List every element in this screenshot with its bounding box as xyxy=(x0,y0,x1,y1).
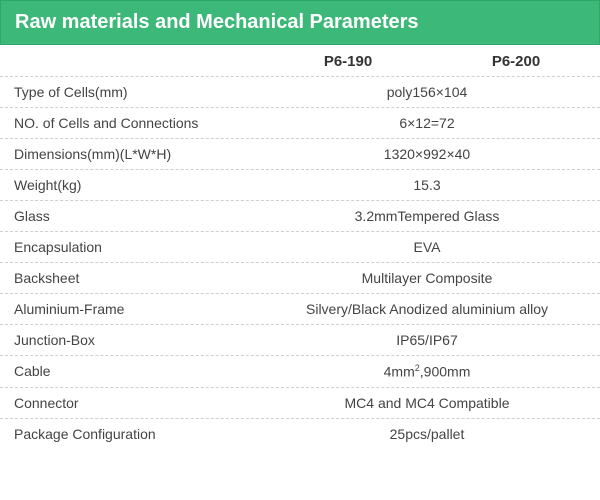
section-title: Raw materials and Mechanical Parameters xyxy=(0,0,600,45)
table-row: EncapsulationEVA xyxy=(0,232,600,263)
row-value: 6×12=72 xyxy=(264,115,600,131)
table-row: Package Configuration25pcs/pallet xyxy=(0,419,600,449)
table-row: Glass3.2mmTempered Glass xyxy=(0,201,600,232)
table-row: NO. of Cells and Connections6×12=72 xyxy=(0,108,600,139)
table-row: ConnectorMC4 and MC4 Compatible xyxy=(0,388,600,419)
table-row: Cable4mm2,900mm xyxy=(0,356,600,388)
row-value: Silvery/Black Anodized aluminium alloy xyxy=(264,301,600,317)
table-row: BacksheetMultilayer Composite xyxy=(0,263,600,294)
row-value: Multilayer Composite xyxy=(264,270,600,286)
row-label: Type of Cells(mm) xyxy=(0,84,264,100)
rows-container: Type of Cells(mm)poly156×104NO. of Cells… xyxy=(0,77,600,449)
column-headers: P6-190 P6-200 xyxy=(0,45,600,77)
table-row: Type of Cells(mm)poly156×104 xyxy=(0,77,600,108)
spec-table: Raw materials and Mechanical Parameters … xyxy=(0,0,600,449)
col-header-1: P6-200 xyxy=(432,53,600,70)
row-label: Encapsulation xyxy=(0,239,264,255)
row-value: 4mm2,900mm xyxy=(264,363,600,380)
row-label: Dimensions(mm)(L*W*H) xyxy=(0,146,264,162)
row-value: 1320×992×40 xyxy=(264,146,600,162)
header-spacer xyxy=(0,53,264,70)
table-row: Junction-BoxIP65/IP67 xyxy=(0,325,600,356)
row-value: 25pcs/pallet xyxy=(264,426,600,442)
col-header-0: P6-190 xyxy=(264,53,432,70)
row-value: IP65/IP67 xyxy=(264,332,600,348)
row-value: 15.3 xyxy=(264,177,600,193)
table-row: Weight(kg)15.3 xyxy=(0,170,600,201)
row-label: Aluminium-Frame xyxy=(0,301,264,317)
table-row: Aluminium-FrameSilvery/Black Anodized al… xyxy=(0,294,600,325)
row-label: Weight(kg) xyxy=(0,177,264,193)
row-value: 3.2mmTempered Glass xyxy=(264,208,600,224)
row-value: poly156×104 xyxy=(264,84,600,100)
row-label: Junction-Box xyxy=(0,332,264,348)
row-label: Cable xyxy=(0,363,264,379)
row-label: Glass xyxy=(0,208,264,224)
row-label: Backsheet xyxy=(0,270,264,286)
table-row: Dimensions(mm)(L*W*H)1320×992×40 xyxy=(0,139,600,170)
row-label: NO. of Cells and Connections xyxy=(0,115,264,131)
row-label: Connector xyxy=(0,395,264,411)
row-value: EVA xyxy=(264,239,600,255)
row-value: MC4 and MC4 Compatible xyxy=(264,395,600,411)
row-label: Package Configuration xyxy=(0,426,264,442)
